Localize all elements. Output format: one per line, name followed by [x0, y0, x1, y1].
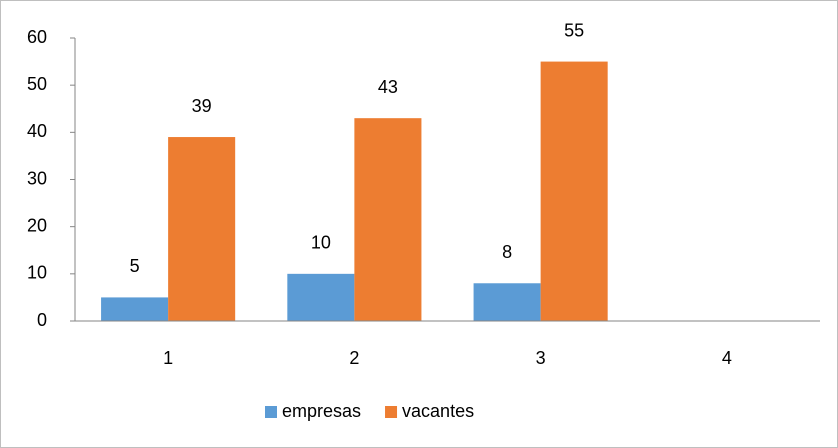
- y-tick-label: 50: [27, 74, 47, 94]
- data-label: 55: [564, 20, 584, 40]
- legend-label: vacantes: [402, 401, 474, 421]
- legend-label: empresas: [282, 401, 361, 421]
- y-tick-label: 0: [37, 310, 47, 330]
- legend-swatch: [385, 406, 398, 418]
- y-tick-label: 30: [27, 168, 47, 188]
- bar: [101, 297, 169, 321]
- y-tick-label: 40: [27, 121, 47, 141]
- data-label: 5: [130, 256, 140, 276]
- y-tick-label: 20: [27, 215, 47, 235]
- bar: [287, 273, 355, 321]
- data-label: 10: [311, 233, 331, 253]
- bar: [473, 283, 541, 321]
- y-tick-label: 60: [27, 27, 47, 47]
- data-label: 43: [378, 77, 398, 97]
- bar: [168, 137, 236, 321]
- x-tick-label: 4: [722, 348, 732, 368]
- legend-swatch: [265, 406, 277, 418]
- x-tick-label: 2: [349, 348, 359, 368]
- bar: [540, 61, 608, 321]
- data-label: 39: [192, 96, 212, 116]
- y-tick-label: 10: [27, 263, 47, 283]
- bar: [354, 118, 422, 321]
- x-tick-label: 3: [536, 348, 546, 368]
- data-label: 8: [502, 242, 512, 262]
- x-tick-label: 1: [163, 348, 173, 368]
